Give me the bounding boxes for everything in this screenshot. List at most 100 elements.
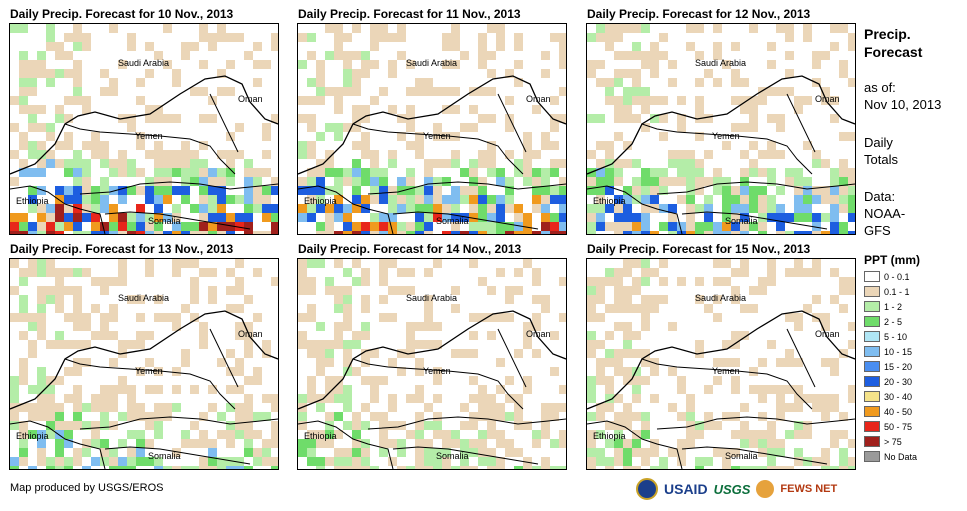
precip-cell	[623, 96, 632, 105]
precip-cell	[190, 159, 199, 168]
precip-cell	[46, 159, 55, 168]
precip-cell	[839, 177, 848, 186]
precip-cell	[776, 448, 785, 457]
precip-cell	[505, 376, 514, 385]
precip-cell	[190, 231, 199, 234]
country-label-saudi-arabia: Saudi Arabia	[118, 58, 169, 68]
precip-cell	[469, 186, 478, 195]
precip-cell	[478, 42, 487, 51]
precip-cell	[460, 439, 469, 448]
precip-cell	[235, 457, 244, 466]
precip-cell	[830, 394, 839, 403]
precip-cell	[541, 222, 550, 231]
precip-cell	[496, 430, 505, 439]
precip-cell	[532, 349, 541, 358]
precip-cell	[100, 385, 109, 394]
precip-cell	[388, 159, 397, 168]
precip-cell	[361, 421, 370, 430]
precip-cell	[794, 186, 803, 195]
precip-cell	[695, 105, 704, 114]
country-label-yemen: Yemen	[135, 366, 163, 376]
precip-cell	[839, 159, 848, 168]
precip-cell	[190, 177, 199, 186]
precip-cell	[343, 69, 352, 78]
precip-cell	[262, 213, 271, 222]
precip-cell	[46, 78, 55, 87]
precip-cell	[794, 358, 803, 367]
precip-cell	[361, 268, 370, 277]
precip-cell	[460, 448, 469, 457]
precip-cell	[442, 33, 451, 42]
precip-cell	[145, 69, 154, 78]
precip-cell	[307, 186, 316, 195]
precip-cell	[118, 412, 127, 421]
country-border	[104, 211, 251, 230]
precip-cell	[668, 367, 677, 376]
precip-cell	[785, 349, 794, 358]
precip-cell	[19, 313, 28, 322]
precip-cell	[659, 204, 668, 213]
precip-cell	[316, 349, 325, 358]
precip-cell	[641, 430, 650, 439]
precip-cell	[325, 421, 334, 430]
precip-cell	[388, 421, 397, 430]
precip-cell	[46, 286, 55, 295]
precip-cell	[839, 277, 848, 286]
precip-cell	[217, 168, 226, 177]
precip-cell	[235, 286, 244, 295]
precip-cell	[541, 421, 550, 430]
precip-cell	[379, 186, 388, 195]
precip-cell	[532, 168, 541, 177]
precip-cell	[451, 304, 460, 313]
precip-cell	[208, 33, 217, 42]
precip-cell	[127, 168, 136, 177]
precip-cell	[388, 313, 397, 322]
precip-cell	[325, 358, 334, 367]
precip-cell	[596, 222, 605, 231]
precip-cell	[740, 204, 749, 213]
precip-cell	[406, 322, 415, 331]
precip-cell	[181, 259, 190, 268]
precip-cell	[226, 466, 235, 469]
precip-cell	[388, 439, 397, 448]
precip-cell	[433, 186, 442, 195]
precip-cell	[55, 268, 64, 277]
precip-cell	[641, 204, 650, 213]
precip-cell	[91, 141, 100, 150]
precip-cell	[37, 268, 46, 277]
precip-cell	[316, 430, 325, 439]
precip-cell	[226, 177, 235, 186]
precip-cell	[650, 114, 659, 123]
country-label-yemen: Yemen	[712, 366, 740, 376]
precip-cell	[100, 69, 109, 78]
precip-cell	[433, 322, 442, 331]
precip-cell	[794, 448, 803, 457]
precip-cell	[794, 259, 803, 268]
precip-cell	[559, 403, 566, 412]
precip-cell	[136, 96, 145, 105]
precip-cell	[478, 412, 487, 421]
precip-cell	[271, 114, 278, 123]
precip-cell	[758, 385, 767, 394]
precip-cell	[181, 231, 190, 234]
precip-cell	[109, 457, 118, 466]
precip-cell	[731, 268, 740, 277]
precip-cell	[650, 51, 659, 60]
precip-cell	[163, 466, 172, 469]
precip-cell	[731, 123, 740, 132]
precip-cell	[46, 259, 55, 268]
precip-cell	[641, 448, 650, 457]
precip-cell	[686, 394, 695, 403]
precip-cell	[433, 457, 442, 466]
precip-cell	[397, 421, 406, 430]
precip-cell	[451, 150, 460, 159]
precip-cell	[695, 177, 704, 186]
precip-cell	[469, 105, 478, 114]
precip-cell	[253, 457, 262, 466]
precip-cell	[605, 349, 614, 358]
country-border	[786, 93, 816, 153]
precip-cell	[433, 340, 442, 349]
precip-cell	[181, 195, 190, 204]
precip-cell	[19, 51, 28, 60]
precip-cell	[596, 376, 605, 385]
